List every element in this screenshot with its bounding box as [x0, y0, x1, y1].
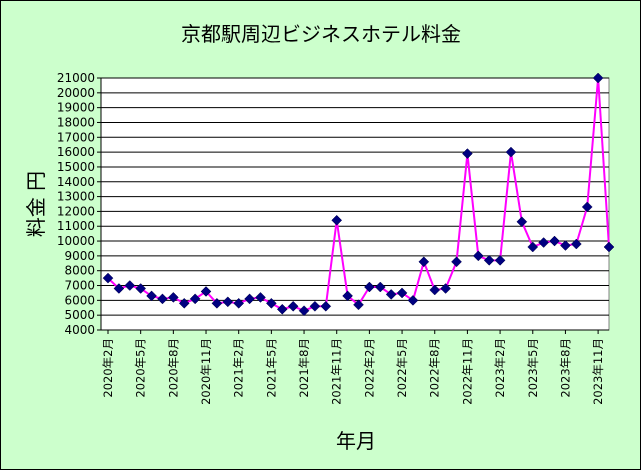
data-point: [516, 216, 528, 228]
y-tick-label: 14000: [57, 175, 95, 189]
data-point: [527, 241, 539, 253]
x-tick-label: 2020年5月: [134, 338, 148, 398]
data-point: [146, 290, 157, 302]
x-tick-label: 2022年8月: [428, 338, 442, 398]
y-tick-label: 18000: [57, 115, 95, 129]
y-tick-label: 11000: [57, 219, 95, 233]
data-point: [603, 241, 615, 253]
data-point: [342, 290, 353, 302]
data-point: [189, 293, 201, 305]
x-tick-label: 2023年8月: [558, 338, 572, 398]
data-point: [570, 238, 582, 250]
x-axis-ticks: 2020年2月 2020年5月 2020年8月 2020年11月 2021年2月 2021…: [101, 330, 605, 405]
y-tick-label: 6000: [64, 293, 95, 307]
y-tick-label: 12000: [57, 204, 95, 218]
y-tick-label: 5000: [64, 308, 95, 322]
data-point: [211, 297, 223, 309]
y-tick-label: 9000: [64, 249, 95, 263]
data-point: [472, 250, 484, 262]
data-point: [124, 280, 136, 291]
y-axis-label: 料金 円: [24, 171, 48, 237]
data-point: [364, 281, 375, 293]
data-point: [385, 289, 397, 300]
y-tick-label: 17000: [57, 130, 95, 144]
y-axis-ticks: 4000500060007000800090001000011000120001…: [57, 71, 609, 337]
y-tick-label: 19000: [57, 101, 95, 115]
data-point: [592, 72, 604, 84]
x-tick-label: 2020年2月: [101, 338, 115, 398]
data-point: [167, 292, 179, 303]
x-tick-label: 2022年2月: [362, 338, 376, 398]
data-point: [331, 214, 343, 226]
data-point: [135, 283, 147, 294]
data-point: [266, 297, 277, 309]
data-point: [309, 300, 321, 312]
data-point: [505, 146, 517, 158]
x-tick-label: 2022年5月: [395, 338, 409, 398]
data-point: [255, 292, 266, 303]
data-point: [320, 300, 332, 312]
y-tick-label: 13000: [57, 190, 95, 204]
x-tick-label: 2023年5月: [526, 338, 540, 398]
data-point: [538, 237, 550, 248]
y-tick-label: 8000: [64, 264, 95, 278]
data-point: [560, 240, 571, 251]
data-point: [407, 294, 419, 306]
plot-area: [100, 77, 610, 331]
y-tick-label: 7000: [64, 279, 95, 293]
y-tick-label: 4000: [64, 323, 95, 337]
data-point: [396, 287, 408, 299]
data-point: [581, 201, 593, 213]
y-tick-label: 15000: [57, 160, 95, 174]
data-point: [374, 281, 386, 293]
data-point: [429, 284, 441, 296]
x-tick-label: 2021年2月: [232, 338, 246, 398]
y-tick-label: 16000: [57, 145, 95, 159]
data-point: [483, 254, 495, 266]
y-tick-label: 10000: [57, 234, 95, 248]
x-tick-label: 2020年8月: [166, 338, 180, 398]
data-point: [549, 235, 560, 247]
data-point: [102, 272, 114, 284]
data-point: [418, 256, 430, 268]
x-tick-label: 2023年2月: [493, 338, 507, 398]
data-point: [298, 305, 310, 317]
y-tick-label: 20000: [57, 86, 95, 100]
data-point: [244, 293, 255, 305]
x-tick-label: 2021年5月: [264, 338, 278, 398]
x-tick-label: 2020年11月: [199, 338, 213, 405]
y-tick-label: 21000: [57, 71, 95, 85]
x-tick-label: 2021年8月: [297, 338, 311, 398]
gridlines: [101, 77, 609, 331]
x-axis-label: 年月: [336, 429, 376, 453]
data-point: [451, 256, 462, 268]
data-point: [113, 283, 125, 294]
data-point: [494, 254, 506, 266]
x-tick-label: 2022年11月: [460, 338, 474, 405]
chart-title: 京都駅周辺ビジネスホテル料金: [181, 22, 461, 46]
data-point: [287, 300, 299, 312]
data-point: [462, 148, 473, 159]
data-point: [178, 297, 190, 309]
data-point: [222, 296, 234, 308]
data-point: [440, 283, 451, 294]
data-point: [233, 297, 245, 309]
series-markers: [102, 72, 615, 317]
x-tick-label: 2021年11月: [330, 338, 344, 405]
data-point: [200, 286, 212, 297]
data-point: [276, 303, 288, 315]
x-tick-label: 2023年11月: [591, 338, 605, 405]
data-point: [353, 299, 364, 311]
data-point: [157, 293, 168, 305]
